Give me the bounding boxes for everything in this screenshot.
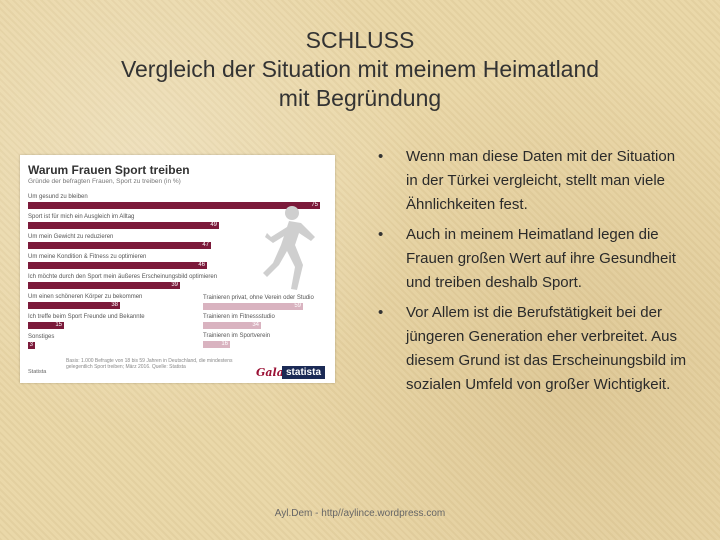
footer-text: Ayl.Dem - http//aylince.wordpress.com	[274, 508, 446, 519]
infographic-image: Warum Frauen Sport treiben Gründe der be…	[20, 155, 335, 383]
bullet-dot-icon: •	[378, 226, 384, 243]
bar-value: 49	[210, 222, 217, 228]
infographic-note: Basis: 1.000 Befragte von 18 bis 59 Jahr…	[66, 358, 233, 370]
bullet-item: • Vor Allem ist die Berufstätigkeit bei …	[378, 301, 688, 397]
bar-value: 75	[311, 202, 318, 208]
right-bar: 59	[203, 303, 303, 310]
slide-title: SCHLUSS Vergleich der Situation mit mein…	[0, 26, 720, 113]
bar-label: Um meine Kondition & Fitness zu optimier…	[28, 254, 147, 260]
bar: 46	[28, 262, 207, 269]
bar-row: Um gesund zu bleiben 75	[28, 193, 320, 213]
title-line-3: mit Begründung	[278, 85, 442, 111]
bullet-item: • Wenn man diese Daten mit der Situation…	[378, 145, 688, 217]
right-bar-row: Trainieren im Fitnessstudio 34	[203, 313, 303, 333]
bar-row: Ich möchte durch den Sport mein äußeres …	[28, 273, 320, 293]
statista-logo: statista	[282, 366, 326, 379]
right-bar-row: Trainieren privat, ohne Verein oder Stud…	[203, 294, 314, 314]
bullet-dot-icon: •	[378, 148, 384, 165]
right-bar-label: Trainieren im Sportverein	[203, 333, 271, 339]
bar-label: Ich treffe beim Sport Freunde und Bekann…	[28, 314, 145, 320]
bar-label: Sonstiges	[28, 334, 55, 340]
right-bar-row: Trainieren im Sportverein 16	[203, 332, 303, 352]
bar-value: 46	[198, 262, 205, 268]
infographic-badge: Statista	[28, 369, 47, 375]
right-bar-value: 16	[221, 341, 228, 347]
bar-row: Ich treffe beim Sport Freunde und Bekann…	[28, 313, 320, 333]
bar-row: Um einen schöneren Körper zu bekommen 38	[28, 293, 320, 313]
right-bar: 16	[203, 341, 230, 348]
bar-label: Sport ist für mich ein Ausgleich im Allt…	[28, 214, 135, 220]
bar: 38	[28, 302, 120, 309]
runner-silhouette-icon	[263, 206, 315, 290]
bar-value: 3	[29, 342, 33, 348]
bar-value: 47	[202, 242, 209, 248]
bar-value: 38	[111, 302, 118, 308]
bullet-dot-icon: •	[378, 304, 384, 321]
bar: 15	[28, 322, 64, 329]
bar: 75	[28, 202, 320, 209]
bar-label: Um gesund zu bleiben	[28, 194, 88, 200]
infographic-subtitle: Gründe der befragten Frauen, Sport zu tr…	[28, 178, 181, 185]
bar-label: Um einen schöneren Körper zu bekommen	[28, 294, 143, 300]
right-bar-label: Trainieren im Fitnessstudio	[203, 314, 275, 320]
right-bar-value: 34	[252, 322, 259, 328]
bullet-text: Auch in meinem Heimatland legen die Frau…	[406, 226, 676, 291]
bar-value: 39	[171, 282, 178, 288]
bar: 47	[28, 242, 211, 249]
bullet-text: Wenn man diese Daten mit der Situation i…	[406, 148, 676, 213]
right-bar-value: 59	[294, 303, 301, 309]
right-bar-label: Trainieren privat, ohne Verein oder Stud…	[203, 295, 314, 301]
bar-label: Um mein Gewicht zu reduzieren	[28, 234, 114, 240]
gala-logo: Gala	[256, 366, 284, 379]
bullet-list: • Wenn man diese Daten mit der Situation…	[378, 145, 688, 403]
bullet-text: Vor Allem ist die Berufstätigkeit bei de…	[406, 304, 687, 393]
bar-row: Um meine Kondition & Fitness zu optimier…	[28, 253, 320, 273]
title-line-2: Vergleich der Situation mit meinem Heima…	[120, 56, 600, 82]
infographic-title: Warum Frauen Sport treiben	[28, 163, 190, 177]
bar-row: Sport ist für mich ein Ausgleich im Allt…	[28, 213, 320, 233]
bar-label: Ich möchte durch den Sport mein äußeres …	[28, 274, 218, 280]
right-bar: 34	[203, 322, 261, 329]
bar: 3	[28, 342, 35, 349]
title-line-1: SCHLUSS	[305, 27, 415, 53]
bullet-item: • Auch in meinem Heimatland legen die Fr…	[378, 223, 688, 295]
bar-value: 15	[55, 322, 62, 328]
bar-row: Um mein Gewicht zu reduzieren 47	[28, 233, 320, 253]
bar-row: Sonstiges 3	[28, 333, 320, 353]
bar: 49	[28, 222, 219, 229]
bar: 39	[28, 282, 180, 289]
